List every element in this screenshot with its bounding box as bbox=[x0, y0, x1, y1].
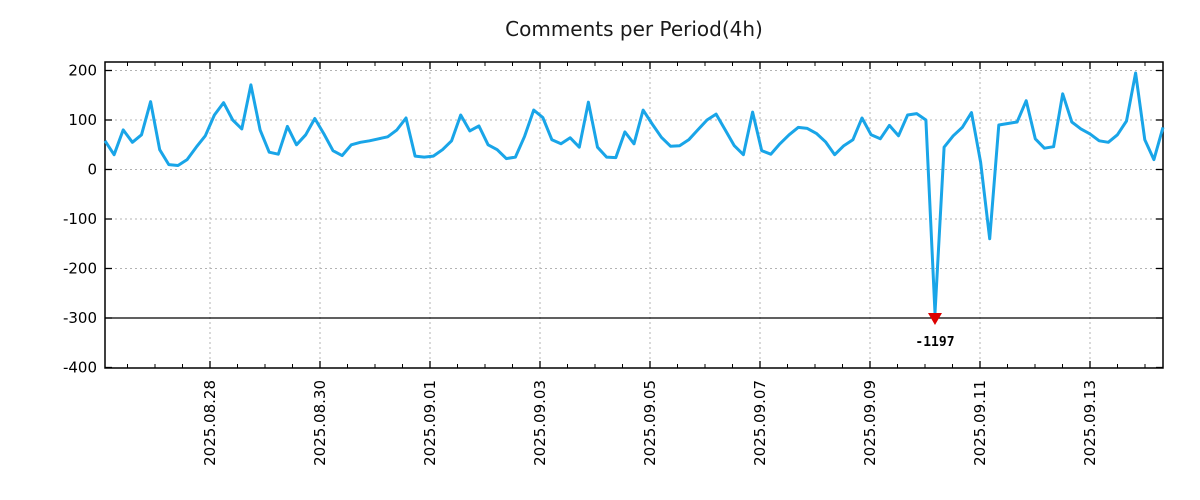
x-tick-label: 2025.09.01 bbox=[421, 380, 439, 466]
min-value-marker-icon bbox=[927, 313, 942, 325]
plot-border bbox=[104, 61, 1164, 369]
y-tick-label: -200 bbox=[63, 260, 97, 278]
series-line-comments bbox=[103, 71, 1165, 315]
x-tick-label: 2025.08.30 bbox=[311, 380, 329, 466]
x-tick-label: 2025.09.11 bbox=[971, 380, 989, 466]
y-tick-label: 0 bbox=[87, 161, 97, 179]
x-tick-label: 2025.09.03 bbox=[531, 380, 549, 466]
annotation-min-value: -1197 bbox=[915, 335, 954, 350]
y-tick-label: -300 bbox=[63, 309, 97, 327]
y-tick-label: 200 bbox=[68, 62, 97, 80]
gridlines bbox=[105, 62, 1163, 368]
y-tick-label: -400 bbox=[63, 359, 97, 377]
axes: 200 100 0 -100 -200 -300 -400 2025.08.28 2025.08… bbox=[63, 61, 1164, 466]
y-tick-label: 100 bbox=[68, 111, 97, 129]
x-tick-label: 2025.08.28 bbox=[201, 380, 219, 466]
y-tick-label: -100 bbox=[63, 210, 97, 228]
annotation-layer: -1197 bbox=[915, 313, 955, 350]
series-layer bbox=[103, 71, 1165, 315]
x-tick-label: 2025.09.09 bbox=[861, 380, 879, 466]
x-tick-label: 2025.09.13 bbox=[1081, 380, 1099, 466]
x-tick-label: 2025.09.07 bbox=[751, 380, 769, 466]
chart-title: Comments per Period(4h) bbox=[505, 17, 763, 41]
x-tick-label: 2025.09.05 bbox=[641, 380, 659, 466]
